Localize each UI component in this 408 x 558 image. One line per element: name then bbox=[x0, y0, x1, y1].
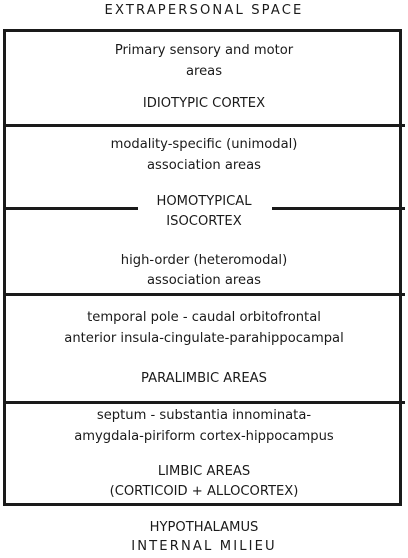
paralimbic-description-line-2: anterior insula-cingulate-parahippocampa… bbox=[64, 330, 344, 346]
corticoid-allocortex-label: (CORTICOID + ALLOCORTEX) bbox=[109, 483, 299, 499]
limbic-description-line-2: amygdala-piriform cortex-hippocampus bbox=[74, 428, 334, 444]
unimodal-description-line-1: modality-specific (unimodal) bbox=[110, 136, 298, 152]
heteromodal-description-line-2: association areas bbox=[147, 272, 261, 288]
hypothalamus-label: HYPOTHALAMUS bbox=[149, 519, 259, 535]
divider-homotypical-paralimbic bbox=[3, 293, 405, 296]
unimodal-description-line-2: association areas bbox=[147, 157, 261, 173]
divider-idiotypic-homotypical bbox=[3, 124, 405, 127]
paralimbic-areas-label: PARALIMBIC AREAS bbox=[141, 370, 267, 386]
idiotypic-cortex-label: IDIOTYPIC CORTEX bbox=[142, 95, 266, 111]
limbic-areas-label: LIMBIC AREAS bbox=[157, 463, 251, 479]
internal-milieu-label: INTERNAL MILIEU bbox=[131, 538, 277, 554]
divider-homotypical-left bbox=[3, 207, 138, 210]
heteromodal-description-line-1: high-order (heteromodal) bbox=[120, 252, 288, 268]
extrapersonal-space-label: EXTRAPERSONAL SPACE bbox=[104, 2, 304, 18]
idiotypic-description-line-1: Primary sensory and motor bbox=[114, 42, 294, 58]
paralimbic-description-line-1: temporal pole - caudal orbitofrontal bbox=[87, 309, 321, 325]
divider-homotypical-right bbox=[272, 207, 405, 210]
limbic-description-line-1: septum - substantia innominata- bbox=[96, 407, 312, 423]
homotypical-label: HOMOTYPICAL bbox=[156, 193, 252, 209]
idiotypic-description-line-2: areas bbox=[185, 63, 223, 79]
diagram-frame bbox=[3, 29, 402, 506]
isocortex-label: ISOCORTEX bbox=[166, 213, 242, 229]
divider-paralimbic-limbic bbox=[3, 401, 405, 404]
